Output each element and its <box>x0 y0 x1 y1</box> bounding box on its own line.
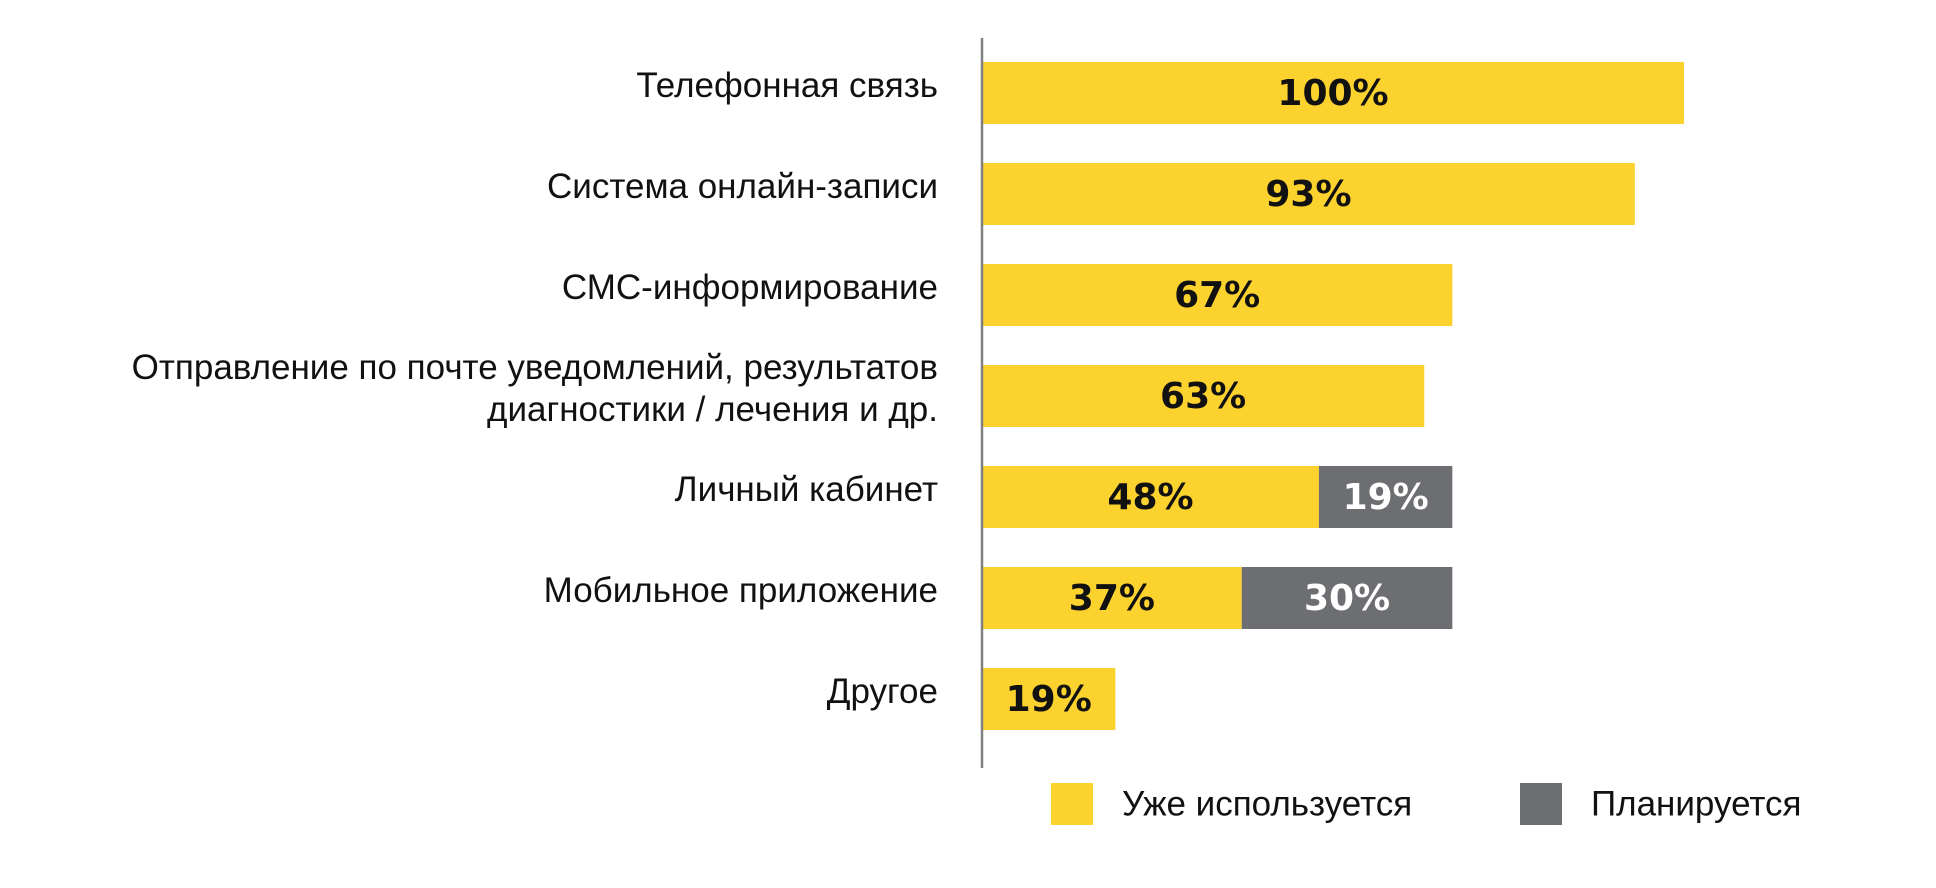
value-label-in-use: 48% <box>1107 477 1193 518</box>
value-label-in-use: 37% <box>1069 578 1155 619</box>
value-label-in-use: 93% <box>1265 174 1351 215</box>
bar-in-use <box>982 567 1242 629</box>
value-label-in-use: 63% <box>1160 376 1246 417</box>
bar-in-use <box>982 365 1425 427</box>
legend-label-planned: Планируется <box>1591 784 1802 823</box>
category-label: Личный кабинет <box>675 470 938 509</box>
bar-planned <box>1318 466 1453 528</box>
category-label: Мобильное приложение <box>544 571 938 610</box>
bar-in-use <box>982 62 1684 124</box>
value-label-in-use: 67% <box>1174 275 1260 316</box>
category-label-line: СМС-информирование <box>562 268 938 307</box>
category-label: Другое <box>827 672 938 711</box>
category-label-line: Телефонная связь <box>636 66 938 105</box>
value-label-planned: 19% <box>1343 477 1429 518</box>
category-label: СМС-информирование <box>562 268 938 307</box>
legend-swatch-planned <box>1520 783 1562 825</box>
legend-swatch-in-use <box>1051 783 1093 825</box>
category-label: Отправление по почте уведомлений, резуль… <box>132 348 938 429</box>
category-label-line: Система онлайн-записи <box>547 167 938 206</box>
value-label-in-use: 100% <box>1277 73 1388 114</box>
category-label-line: Личный кабинет <box>675 470 938 509</box>
category-label-line: диагностики / лечения и др. <box>487 390 938 429</box>
category-label-line: Мобильное приложение <box>544 571 938 610</box>
category-labels: Телефонная связь Система онлайн-записи СМС… <box>132 66 938 711</box>
bar-planned <box>1241 567 1453 629</box>
bar-in-use <box>982 668 1116 730</box>
category-label-line: Другое <box>827 672 938 711</box>
category-label: Система онлайн-записи <box>547 167 938 206</box>
bar-in-use <box>982 264 1453 326</box>
value-labels: 100% 93% 67% 63% 48% 19% 37% 30% 19% <box>1006 73 1429 720</box>
category-label: Телефонная связь <box>636 66 938 105</box>
value-label-planned: 30% <box>1304 578 1390 619</box>
category-label-line: Отправление по почте уведомлений, резуль… <box>132 348 938 387</box>
bar-in-use <box>982 163 1635 225</box>
bars-layer <box>982 62 1684 730</box>
legend-label-in-use: Уже используется <box>1122 784 1412 823</box>
legend: Уже используется Планируется <box>1051 783 1802 825</box>
bar-in-use <box>982 466 1319 528</box>
value-label-in-use: 19% <box>1006 679 1092 720</box>
